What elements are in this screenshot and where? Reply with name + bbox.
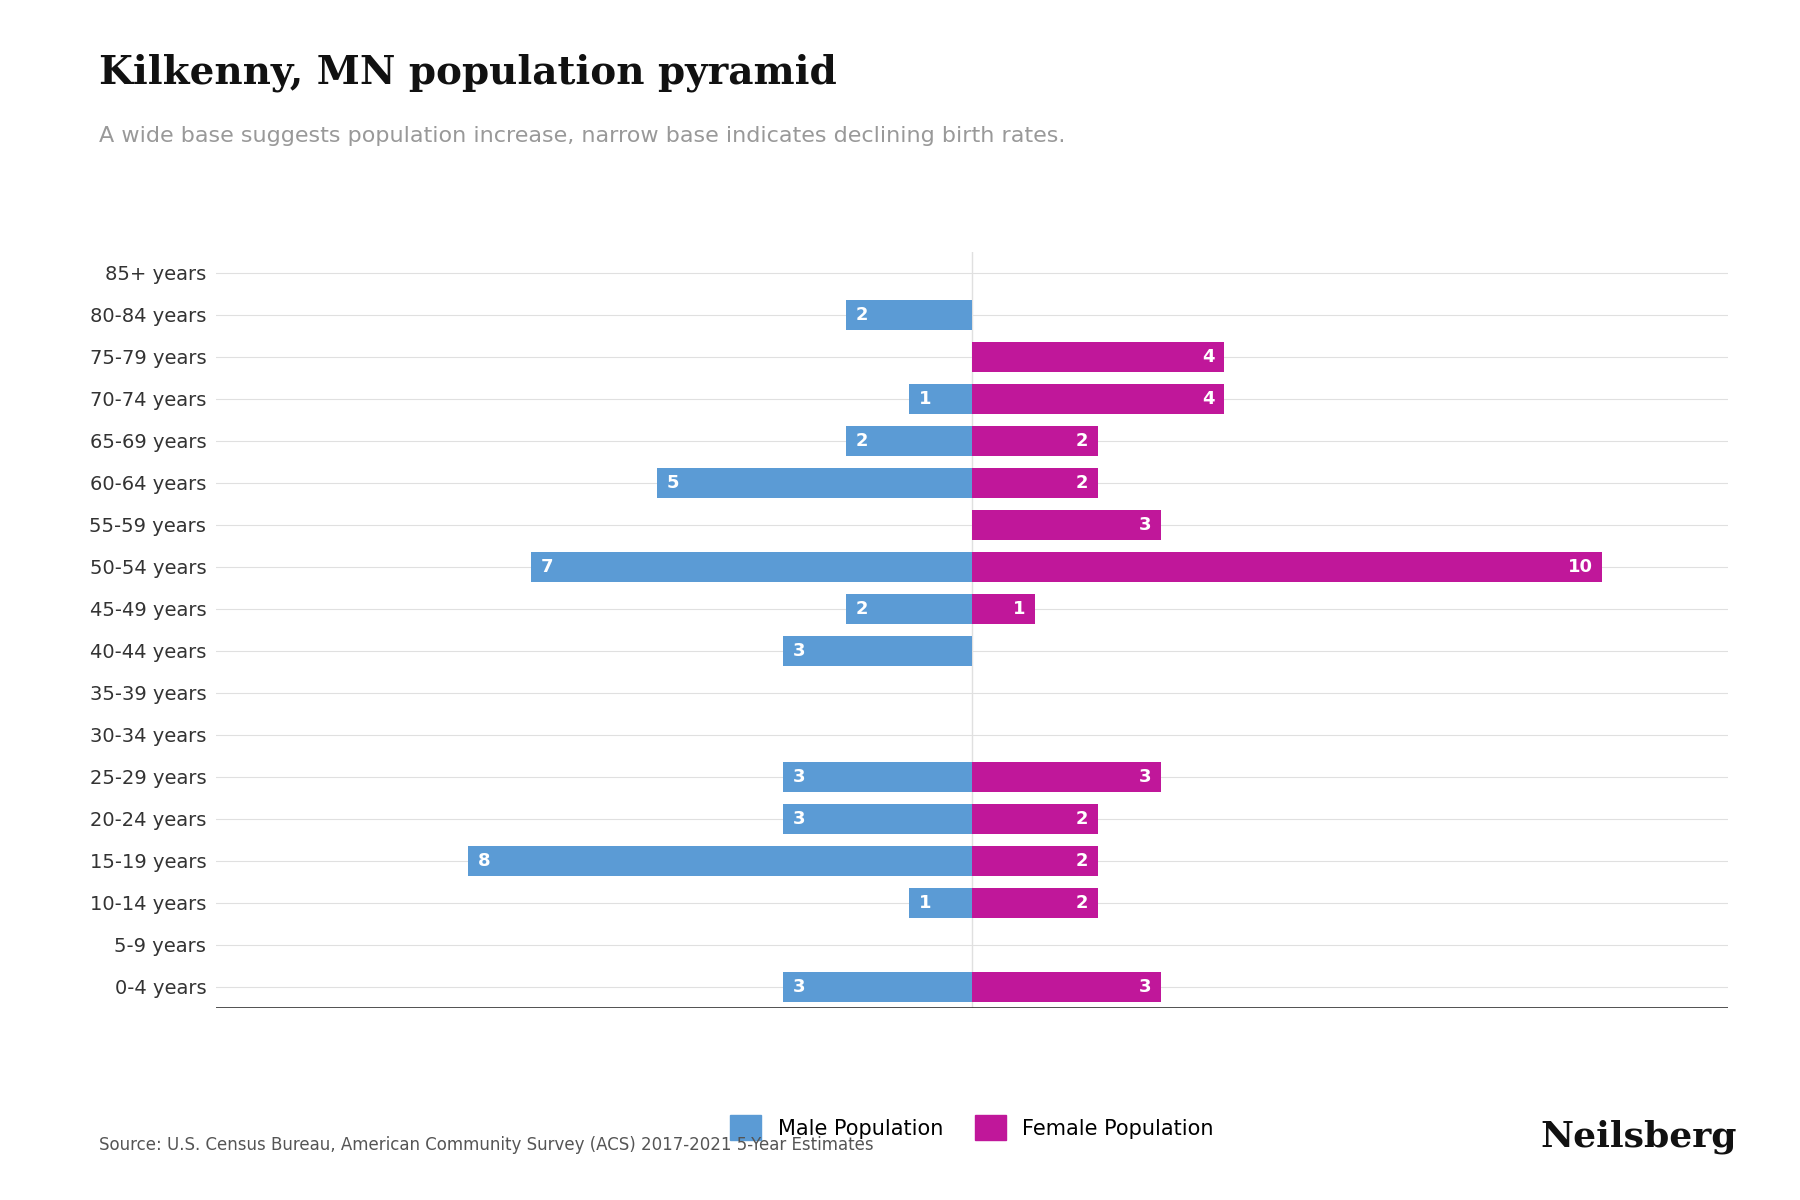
Text: 4: 4 [1202, 348, 1215, 366]
Text: 5: 5 [666, 474, 679, 492]
Bar [972, 972, 1161, 1002]
Text: 1: 1 [918, 390, 931, 408]
Text: Source: U.S. Census Bureau, American Community Survey (ACS) 2017-2021 5-Year Est: Source: U.S. Census Bureau, American Com… [99, 1136, 873, 1154]
Text: 2: 2 [1076, 852, 1089, 870]
Bar [783, 804, 972, 834]
Text: 3: 3 [1139, 978, 1152, 996]
Text: 4: 4 [1202, 390, 1215, 408]
Text: 2: 2 [1076, 474, 1089, 492]
Text: 2: 2 [1076, 894, 1089, 912]
Text: Neilsberg: Neilsberg [1541, 1120, 1737, 1154]
Bar [972, 846, 1098, 876]
Bar [972, 468, 1098, 498]
Legend: Male Population, Female Population: Male Population, Female Population [722, 1106, 1222, 1148]
Bar [783, 636, 972, 666]
Bar [972, 552, 1602, 582]
Text: 1: 1 [918, 894, 931, 912]
Bar [972, 426, 1098, 456]
Bar [846, 426, 972, 456]
Bar [972, 888, 1098, 918]
Text: 2: 2 [1076, 810, 1089, 828]
Bar [972, 804, 1098, 834]
Bar [468, 846, 972, 876]
Bar [972, 342, 1224, 372]
Text: 1: 1 [1013, 600, 1026, 618]
Text: 2: 2 [855, 432, 868, 450]
Bar [846, 300, 972, 330]
Text: 2: 2 [1076, 432, 1089, 450]
Text: 3: 3 [1139, 516, 1152, 534]
Bar [846, 594, 972, 624]
Text: 3: 3 [1139, 768, 1152, 786]
Text: 3: 3 [792, 810, 805, 828]
Text: 7: 7 [540, 558, 553, 576]
Text: 10: 10 [1568, 558, 1593, 576]
Text: A wide base suggests population increase, narrow base indicates declining birth : A wide base suggests population increase… [99, 126, 1066, 146]
Bar [531, 552, 972, 582]
Bar [909, 384, 972, 414]
Text: Kilkenny, MN population pyramid: Kilkenny, MN population pyramid [99, 54, 837, 92]
Bar [972, 594, 1035, 624]
Text: 3: 3 [792, 642, 805, 660]
Bar [783, 762, 972, 792]
Text: 2: 2 [855, 306, 868, 324]
Bar [909, 888, 972, 918]
Text: 3: 3 [792, 978, 805, 996]
Bar [972, 384, 1224, 414]
Text: 2: 2 [855, 600, 868, 618]
Text: 3: 3 [792, 768, 805, 786]
Bar [972, 510, 1161, 540]
Text: 8: 8 [477, 852, 490, 870]
Bar [657, 468, 972, 498]
Bar [783, 972, 972, 1002]
Bar [972, 762, 1161, 792]
